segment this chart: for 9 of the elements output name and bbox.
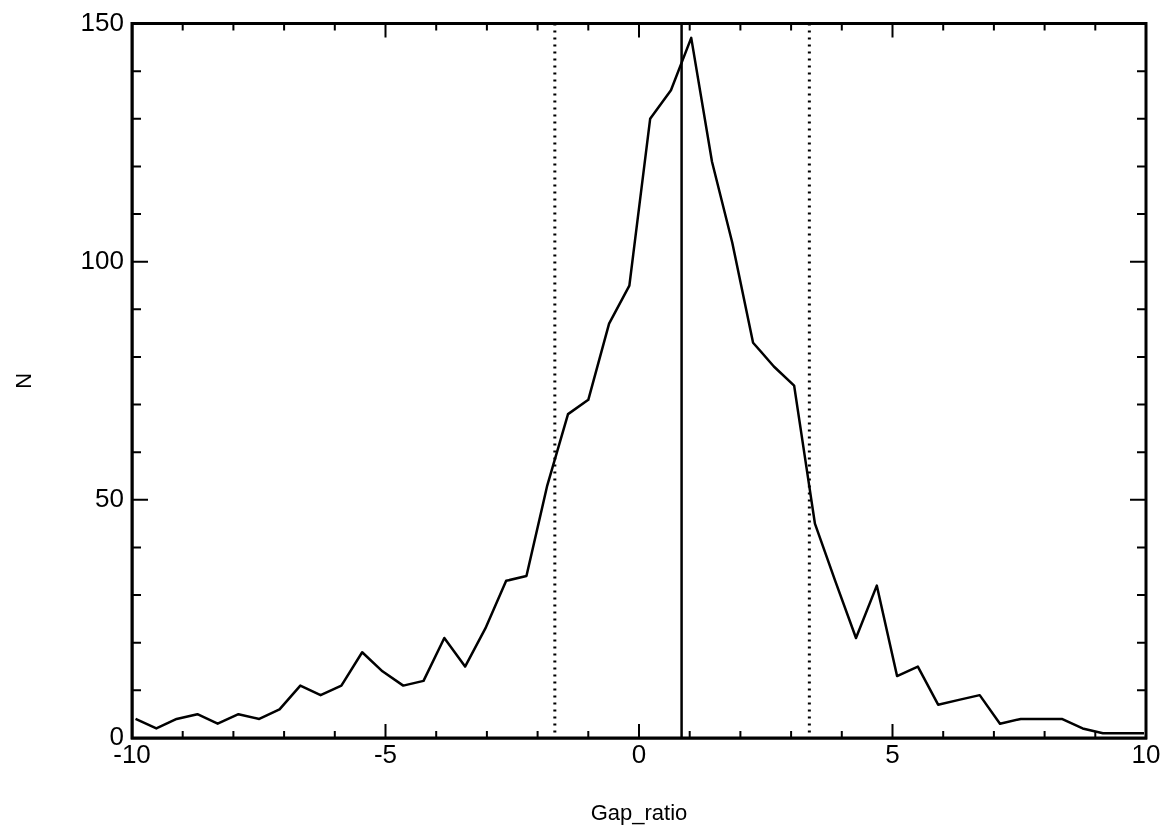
y-tick-label: 150: [80, 6, 124, 37]
y-tick-label: 100: [80, 244, 124, 275]
x-tick-label: 0: [631, 738, 647, 769]
x-tick-label: 10: [1131, 738, 1161, 769]
y-tick-label: 50: [95, 483, 124, 514]
x-tick-label: -5: [373, 738, 398, 769]
x-axis-title: Gap_ratio: [590, 799, 688, 825]
y-axis-title: N: [11, 372, 37, 389]
x-tick-label: 5: [885, 738, 900, 769]
